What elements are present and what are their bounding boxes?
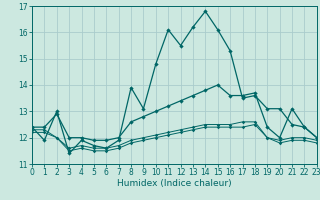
X-axis label: Humidex (Indice chaleur): Humidex (Indice chaleur) xyxy=(117,179,232,188)
